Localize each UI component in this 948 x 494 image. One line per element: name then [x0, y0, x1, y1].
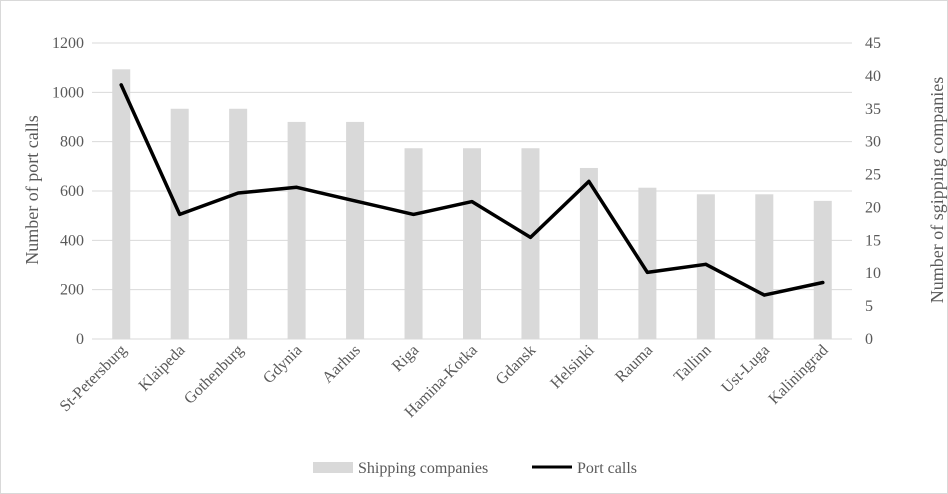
- line-point: [295, 185, 299, 189]
- left-tick-label: 1200: [52, 35, 84, 52]
- bar-series: [112, 69, 832, 340]
- right-axis-title: Number of sgipping companies: [927, 77, 947, 303]
- right-tick-label: 25: [865, 167, 881, 184]
- x-tick-label: Tallinn: [671, 342, 715, 386]
- gridlines: [92, 42, 852, 340]
- line-point: [645, 270, 649, 274]
- line-point: [470, 200, 474, 204]
- line-point: [236, 191, 240, 195]
- right-tick-label: 0: [865, 331, 873, 348]
- left-tick-label: 600: [60, 183, 84, 200]
- bar: [170, 108, 189, 340]
- left-tick-label: 800: [60, 134, 84, 151]
- x-tick-label: Helsinki: [547, 341, 598, 392]
- bar: [112, 69, 131, 340]
- bar: [463, 148, 481, 339]
- right-tick-label: 45: [865, 35, 881, 52]
- bar: [579, 167, 598, 339]
- line-point: [119, 83, 123, 87]
- left-tick-label: 0: [76, 331, 84, 348]
- x-tick-label: Gdansk: [493, 342, 540, 389]
- x-tick-label: Ust-Luga: [718, 342, 773, 397]
- bar: [696, 194, 715, 339]
- bar: [638, 187, 657, 339]
- bar: [346, 121, 365, 339]
- right-axis-ticks: 0 5 10 15 20 25 30 35 40 45: [865, 35, 881, 348]
- line-point: [704, 262, 708, 266]
- right-tick-label: 40: [865, 68, 881, 85]
- line-point: [353, 199, 357, 203]
- line-point: [762, 293, 766, 297]
- line-series: [119, 83, 825, 297]
- legend-swatch-shipping-companies: [313, 462, 353, 473]
- line-point: [528, 235, 532, 239]
- bar: [229, 108, 248, 340]
- right-tick-label: 30: [865, 134, 881, 151]
- bar: [404, 148, 423, 339]
- line-point: [178, 212, 182, 216]
- bar: [755, 194, 774, 339]
- x-tick-label: Gothenburg: [181, 342, 247, 408]
- legend-label-shipping-companies: Shipping companies: [358, 460, 488, 477]
- x-tick-label: Kaliningrad: [766, 342, 832, 408]
- legend-label-port-calls: Port calls: [577, 460, 637, 477]
- left-tick-label: 200: [60, 282, 84, 299]
- left-axis-ticks: 0 200 400 600 800 1000 1200: [52, 35, 84, 348]
- bar: [287, 121, 306, 339]
- right-tick-label: 20: [865, 199, 881, 216]
- bar: [813, 200, 832, 339]
- x-tick-label: Klaipeda: [136, 342, 189, 395]
- right-tick-label: 15: [865, 232, 881, 249]
- line-point: [821, 281, 825, 285]
- line-point: [412, 212, 416, 216]
- x-tick-label: Gdynia: [260, 342, 305, 387]
- x-tick-label: Riga: [389, 342, 422, 375]
- x-tick-label: Rauma: [612, 342, 656, 386]
- bar: [521, 148, 540, 339]
- right-tick-label: 35: [865, 101, 881, 118]
- left-tick-label: 1000: [52, 84, 84, 101]
- right-tick-label: 5: [865, 298, 873, 315]
- x-tick-label: Aarhus: [319, 342, 364, 387]
- right-tick-label: 10: [865, 265, 881, 282]
- left-tick-label: 400: [60, 232, 84, 249]
- left-axis-title: Number of port calls: [22, 115, 42, 264]
- line-point: [587, 179, 591, 183]
- legend: Shipping companies Port calls: [313, 460, 637, 477]
- x-tick-label: St-Petersburg: [57, 342, 130, 415]
